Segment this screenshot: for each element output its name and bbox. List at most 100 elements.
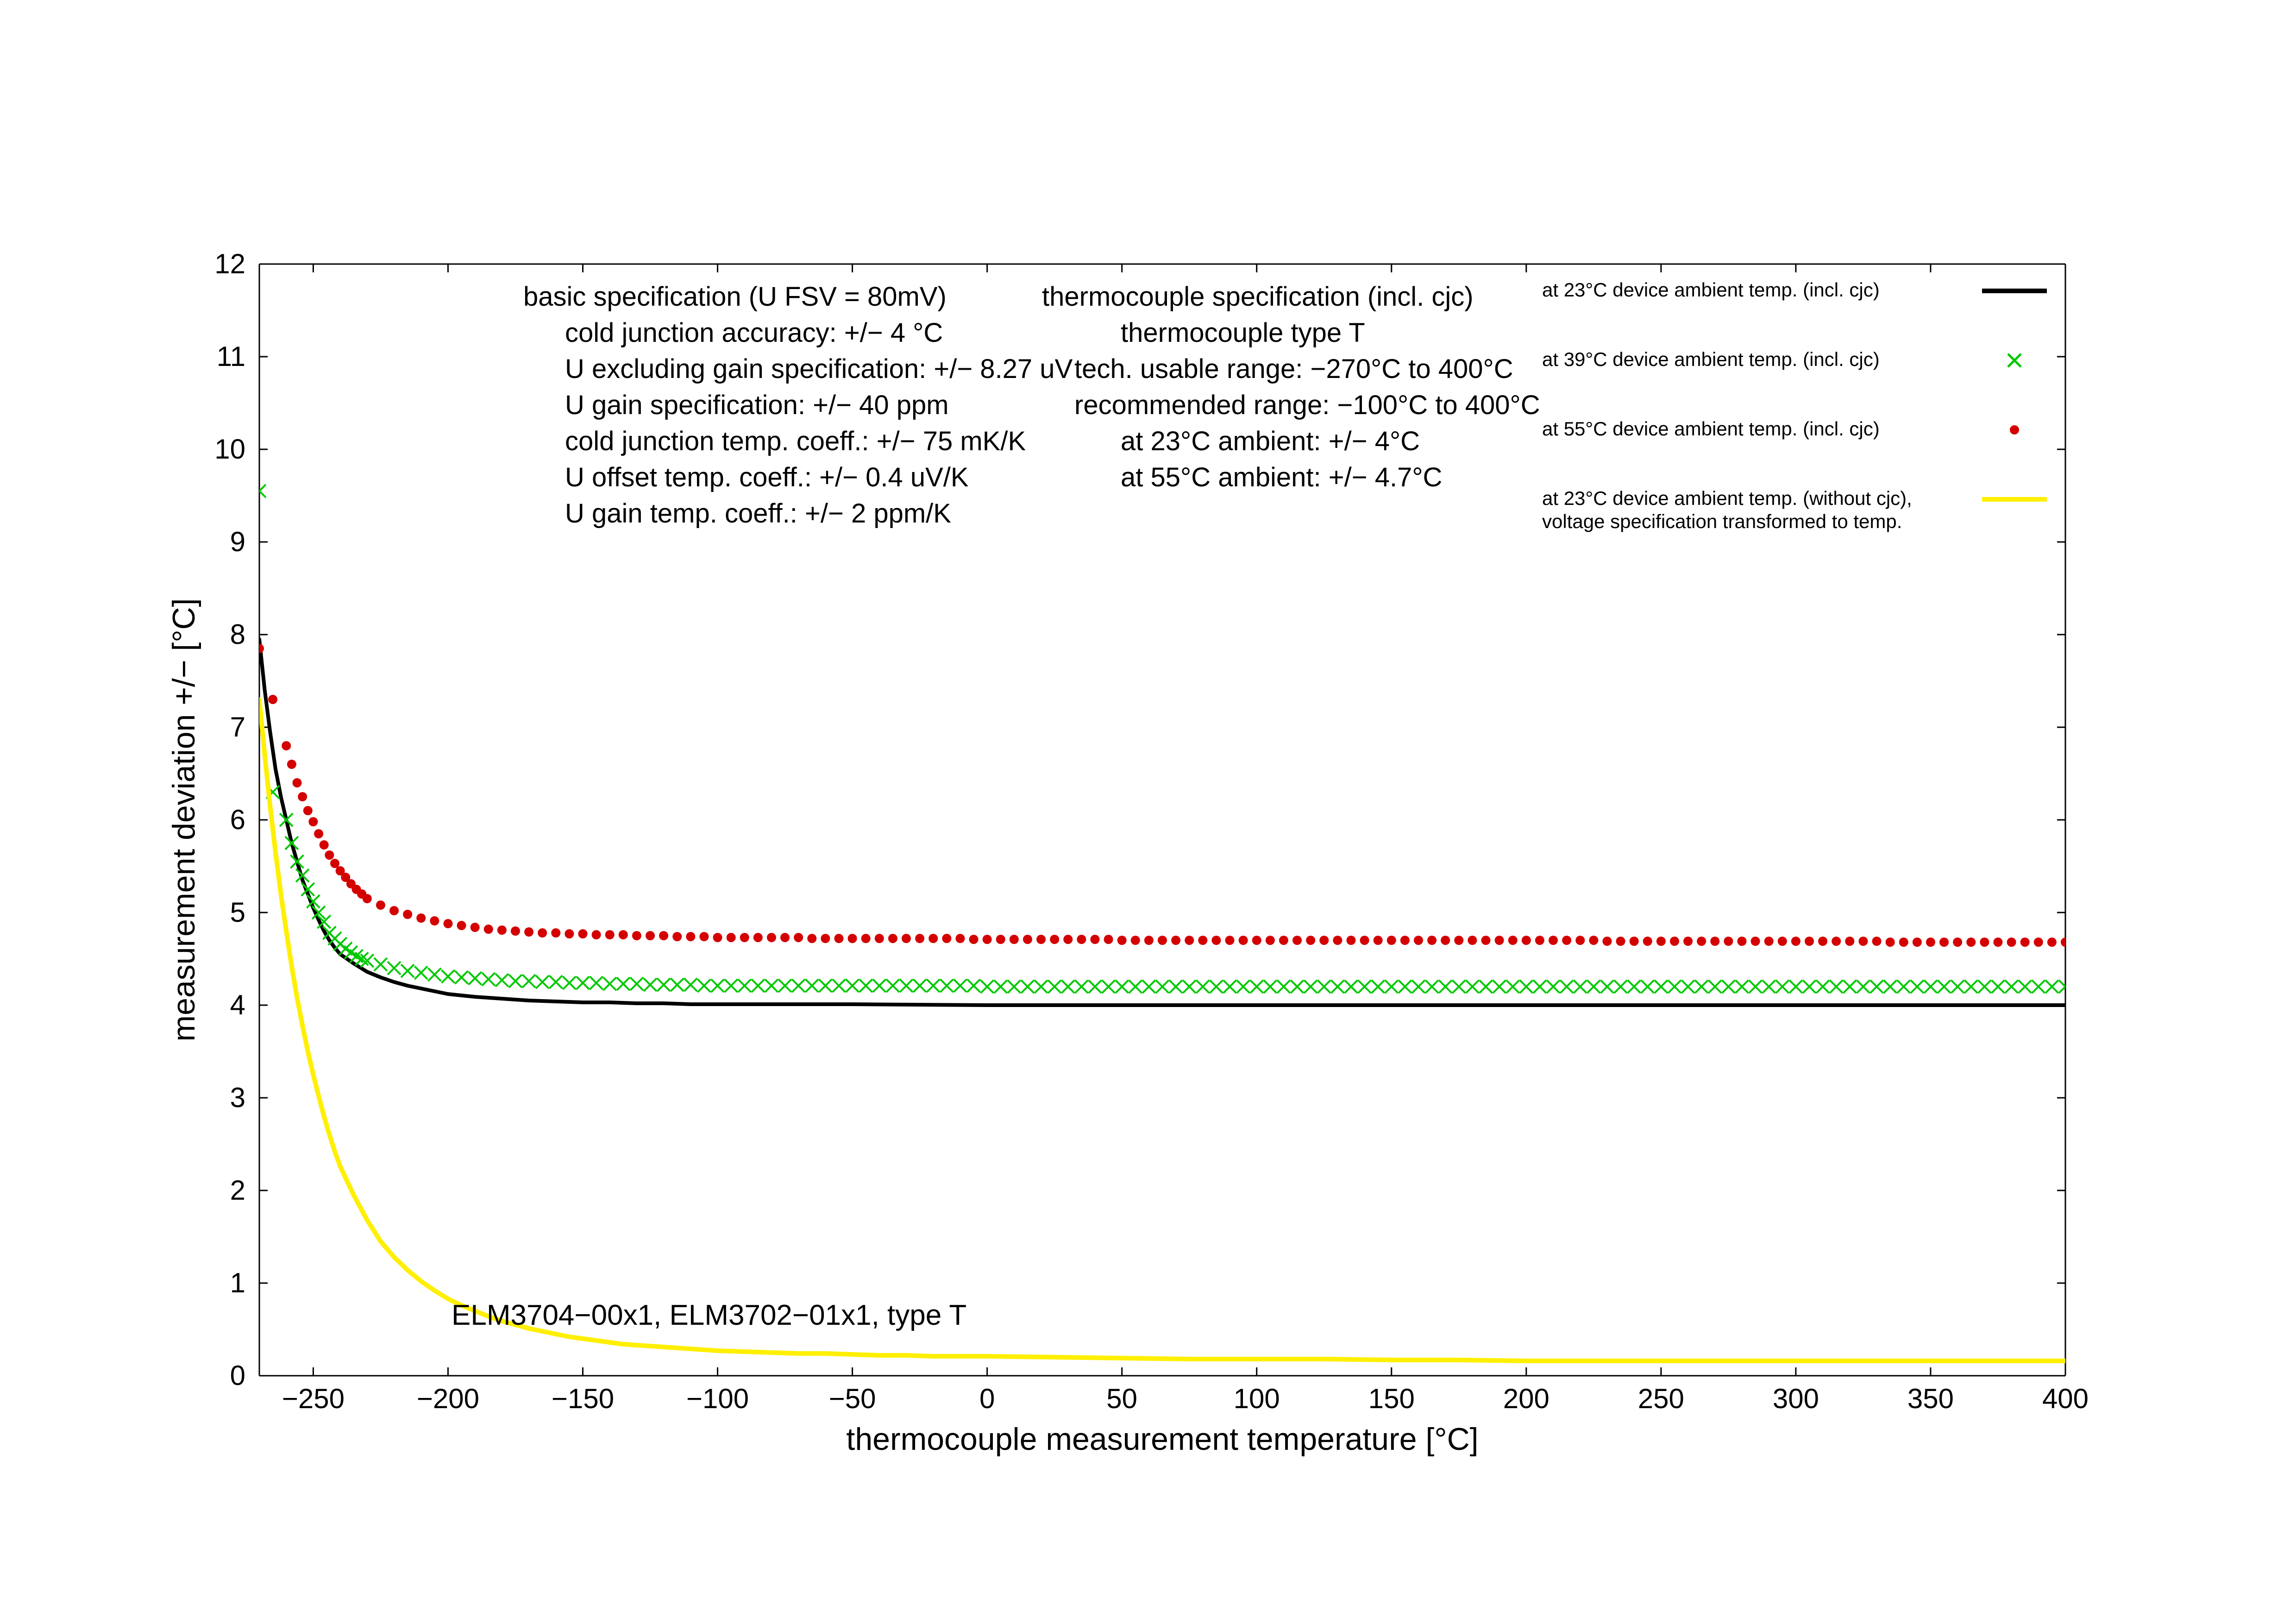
series-55C-with-cjc [1737,937,1746,946]
series-55C-with-cjc [2034,938,2043,947]
series-55C-with-cjc [403,910,412,919]
series-55C-with-cjc [430,916,439,925]
series-55C-with-cjc [928,934,938,943]
series-55C-with-cjc [955,934,965,943]
series-55C-with-cjc [1036,935,1046,944]
series-55C-with-cjc [1144,936,1154,945]
svg-text:1: 1 [230,1267,245,1298]
series-23C-without-cjc [259,699,2065,1361]
svg-text:at 39°C device ambient temp. (: at 39°C device ambient temp. (incl. cjc) [1542,348,1880,370]
series-55C-with-cjc [1360,936,1369,945]
series-55C-with-cjc [308,817,318,826]
series-55C-with-cjc [1697,937,1706,946]
svg-text:5: 5 [230,897,245,928]
svg-text:thermocouple measurement tempe: thermocouple measurement temperature [°C… [846,1422,1478,1457]
svg-text:−100: −100 [686,1383,749,1414]
series-55C-with-cjc [1872,937,1882,946]
svg-text:8: 8 [230,619,245,650]
series-55C-with-cjc [1171,936,1180,945]
series-55C-with-cjc [767,933,776,942]
series-55C-with-cjc [1104,935,1113,944]
series-55C-with-cjc [592,930,601,939]
series-55C-with-cjc [416,913,426,923]
series-55C-with-cjc [794,933,803,942]
series-55C-with-cjc [1805,937,1814,946]
series-55C-with-cjc [1656,937,1666,946]
series-55C-with-cjc [1333,936,1342,945]
series-55C-with-cjc [1239,936,1248,945]
series-55C-with-cjc [605,930,615,939]
series-55C-with-cjc [1858,937,1868,946]
series-55C-with-cjc [524,927,533,937]
svg-text:0: 0 [979,1383,995,1414]
series-55C-with-cjc [672,932,682,941]
series-55C-with-cjc [1899,938,1908,947]
series-55C-with-cjc [1185,936,1194,945]
svg-text:recommended range: −100°C to 4: recommended range: −100°C to 400°C [1074,390,1540,420]
series-55C-with-cjc [1993,938,2002,947]
series-55C-with-cjc [1266,936,1275,945]
series-55C-with-cjc [255,644,264,653]
series-55C-with-cjc [659,931,668,940]
series-55C-with-cjc [1818,937,1827,946]
series-55C-with-cjc [686,932,695,941]
svg-text:3: 3 [230,1082,245,1113]
svg-text:9: 9 [230,526,245,557]
series-55C-with-cjc [1616,937,1625,946]
svg-text:10: 10 [214,434,245,465]
series-55C-with-cjc [1495,936,1504,945]
series-55C-with-cjc [1953,938,1962,947]
series-55C-with-cjc [363,894,372,903]
chart-container: −250−200−150−100−50050100150200250300350… [0,0,2296,1624]
series-55C-with-cjc [484,925,493,934]
series-55C-with-cjc [1710,937,1719,946]
series-55C-with-cjc [1535,936,1544,945]
svg-text:7: 7 [230,711,245,743]
series-55C-with-cjc [2061,938,2070,947]
series-55C-with-cjc [780,933,790,942]
svg-text:cold junction temp. coeff.: +/: cold junction temp. coeff.: +/− 75 mK/K [565,426,1026,456]
series-55C-with-cjc [1117,936,1127,945]
series-55C-with-cjc [727,933,736,942]
series-55C-with-cjc [1966,938,1976,947]
series-55C-with-cjc [292,778,301,787]
series-55C-with-cjc [902,934,911,943]
series-55C-with-cjc [443,919,452,928]
svg-text:at 23°C device ambient temp. (: at 23°C device ambient temp. (without cj… [1542,487,1912,509]
svg-text:U excluding gain specification: U excluding gain specification: +/− 8.27… [565,354,1073,384]
series-55C-with-cjc [1346,936,1355,945]
series-55C-with-cjc [1549,936,1558,945]
series-55C-with-cjc [753,933,763,942]
series-55C-with-cjc [578,929,588,938]
svg-text:measurement deviation +/− [°C]: measurement deviation +/− [°C] [166,598,201,1041]
series-55C-with-cjc [875,934,884,943]
series-55C-with-cjc [1279,936,1288,945]
series-55C-with-cjc [470,923,480,932]
series-55C-with-cjc [834,934,843,943]
svg-text:−150: −150 [552,1383,614,1414]
svg-text:U offset temp. coeff.: +/− 0.4: U offset temp. coeff.: +/− 0.4 uV/K [565,462,969,492]
series-55C-with-cjc [497,925,507,935]
series-55C-with-cjc [268,695,277,704]
series-55C-with-cjc [1063,935,1073,944]
svg-text:at 23°C ambient: +/− 4°C: at 23°C ambient: +/− 4°C [1121,426,1420,456]
svg-text:50: 50 [1106,1383,1137,1414]
svg-text:thermocouple specification (in: thermocouple specification (incl. cjc) [1042,282,1474,312]
series-55C-with-cjc [1427,936,1437,945]
series-55C-with-cjc [1252,936,1261,945]
series-55C-with-cjc [1764,937,1774,946]
series-55C-with-cjc [1077,935,1086,944]
series-55C-with-cjc [1306,936,1315,945]
svg-text:voltage specification transfor: voltage specification transformed to tem… [1542,510,1902,532]
series-55C-with-cjc [740,933,749,942]
series-55C-with-cjc [1225,936,1235,945]
svg-text:at 23°C device ambient temp. (: at 23°C device ambient temp. (incl. cjc) [1542,279,1880,301]
series-55C-with-cjc [888,934,897,943]
series-55C-with-cjc [646,931,655,940]
series-55C-with-cjc [1131,936,1140,945]
series-55C-with-cjc [983,935,992,944]
svg-text:11: 11 [217,341,245,372]
svg-text:400: 400 [2042,1383,2089,1414]
svg-text:2: 2 [230,1175,245,1206]
svg-text:−200: −200 [417,1383,479,1414]
